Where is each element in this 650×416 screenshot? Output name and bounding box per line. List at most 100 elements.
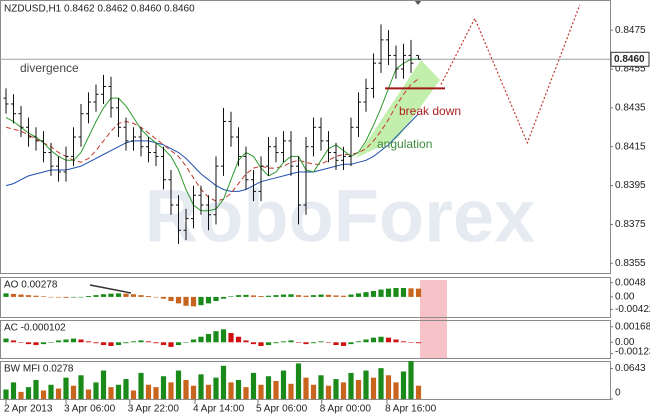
indicator-bar: [408, 361, 414, 399]
indicator-bar: [190, 385, 197, 399]
y-tick-label: 0.8475: [615, 25, 646, 36]
indicator-bar: [145, 384, 152, 399]
indicator-bar: [198, 296, 204, 306]
indicator-bar: [115, 384, 122, 399]
indicator-bar: [318, 375, 324, 399]
ac-panel: [0, 320, 611, 359]
indicator-bar: [115, 293, 122, 297]
indicator-bar: [273, 295, 279, 297]
indicator-bar: [183, 380, 189, 399]
indicator-bar: [303, 377, 309, 399]
indicator-bar: [310, 295, 317, 297]
indicator-bar: [168, 296, 174, 302]
indicator-bar: [78, 339, 84, 343]
y-tick-label: 0.8355: [615, 258, 646, 269]
indicator-bar: [145, 296, 152, 297]
x-tick-label: 5 Apr 06:00: [256, 404, 308, 415]
indicator-bar: [265, 376, 272, 399]
x-tick-label: 2 Apr 2013: [4, 404, 53, 415]
indicator-bar: [318, 294, 324, 297]
indicator-bar: [378, 336, 384, 343]
indicator-tick-label: 0.00: [615, 292, 635, 303]
shift-marker: [414, 0, 422, 5]
indicator-bar: [393, 382, 399, 399]
indicator-bar: [70, 338, 77, 343]
indicator-bar: [363, 292, 369, 297]
indicator-bar: [145, 341, 152, 343]
indicator-bar: [385, 337, 392, 343]
indicator-bar: [288, 383, 294, 399]
x-tick-label: 4 Apr 14:00: [193, 404, 245, 415]
x-tick-label: 8 Apr 00:00: [320, 404, 372, 415]
indicator-bar: [400, 341, 407, 343]
indicator-bar: [18, 391, 24, 399]
indicator-bar: [18, 294, 24, 297]
ma-line: [5, 58, 419, 212]
indicator-label: AC -0.000102: [4, 323, 66, 334]
indicator-tick-label: 0.0048: [615, 277, 646, 288]
indicator-bar: [325, 385, 332, 399]
indicator-bar: [310, 384, 317, 399]
indicator-bar: [250, 342, 257, 345]
x-tick-label: 3 Apr 22:00: [128, 404, 180, 415]
indicator-bar: [340, 295, 347, 297]
indicator-bar: [333, 379, 339, 399]
indicator-bar: [220, 365, 227, 399]
indicator-bar: [160, 376, 167, 399]
indicator-bar: [160, 342, 167, 346]
y-tick-label: 0.8415: [615, 141, 646, 152]
current-price-label: 0.8460: [614, 54, 645, 65]
indicator-bar: [363, 370, 369, 399]
annotation: break down: [399, 104, 461, 118]
indicator-bar: [228, 296, 234, 297]
indicator-bar: [168, 382, 174, 399]
indicator-bar: [213, 331, 219, 343]
indicator-bar: [55, 296, 62, 298]
indicator-bar: [130, 390, 137, 399]
indicator-bar: [175, 370, 182, 399]
indicator-bar: [70, 296, 77, 298]
indicator-bar: [385, 288, 392, 297]
indicator-bar: [348, 342, 354, 345]
indicator-bar: [280, 370, 287, 399]
indicator-bar: [10, 293, 17, 297]
indicator-bar: [243, 340, 249, 343]
indicator-bar: [318, 341, 324, 343]
y-tick-label: 0.8455: [615, 64, 646, 75]
indicator-label: AO 0.00278: [4, 280, 58, 291]
watermark: RoboForex: [145, 175, 536, 258]
indicator-bar: [153, 387, 159, 399]
indicator-bar: [63, 377, 69, 399]
indicator-bar: [363, 339, 369, 343]
indicator-bar: [355, 293, 362, 297]
indicator-bar: [220, 329, 227, 343]
indicator-bar: [265, 295, 272, 297]
x-tick-label: 3 Apr 06:00: [64, 404, 116, 415]
indicator-bar: [33, 342, 39, 346]
indicator-bar: [235, 295, 242, 297]
indicator-bar: [378, 289, 384, 297]
y-tick-label: 0.8395: [615, 180, 646, 191]
indicator-bar: [415, 342, 422, 344]
indicator-bar: [220, 296, 227, 299]
indicator-bar: [370, 337, 377, 343]
indicator-bar: [93, 342, 99, 344]
indicator-bar: [393, 288, 399, 297]
indicator-bar: [3, 338, 9, 343]
indicator-bar: [355, 341, 362, 343]
indicator-bar: [340, 382, 347, 399]
indicator-bar: [408, 288, 414, 297]
current-price-box: [610, 51, 650, 67]
indicator-bar: [280, 294, 287, 297]
indicator-bar: [123, 293, 129, 297]
y-tick-label: 0.8375: [615, 219, 646, 230]
indicator-bar: [108, 293, 114, 297]
indicator-bar: [348, 294, 354, 297]
indicator-bar: [198, 374, 204, 399]
indicator-tick-label: -0.00123: [615, 347, 650, 358]
indicator-bar: [325, 342, 332, 343]
indicator-bar: [40, 342, 47, 345]
indicator-bar: [415, 288, 422, 297]
indicator-bar: [243, 387, 249, 399]
